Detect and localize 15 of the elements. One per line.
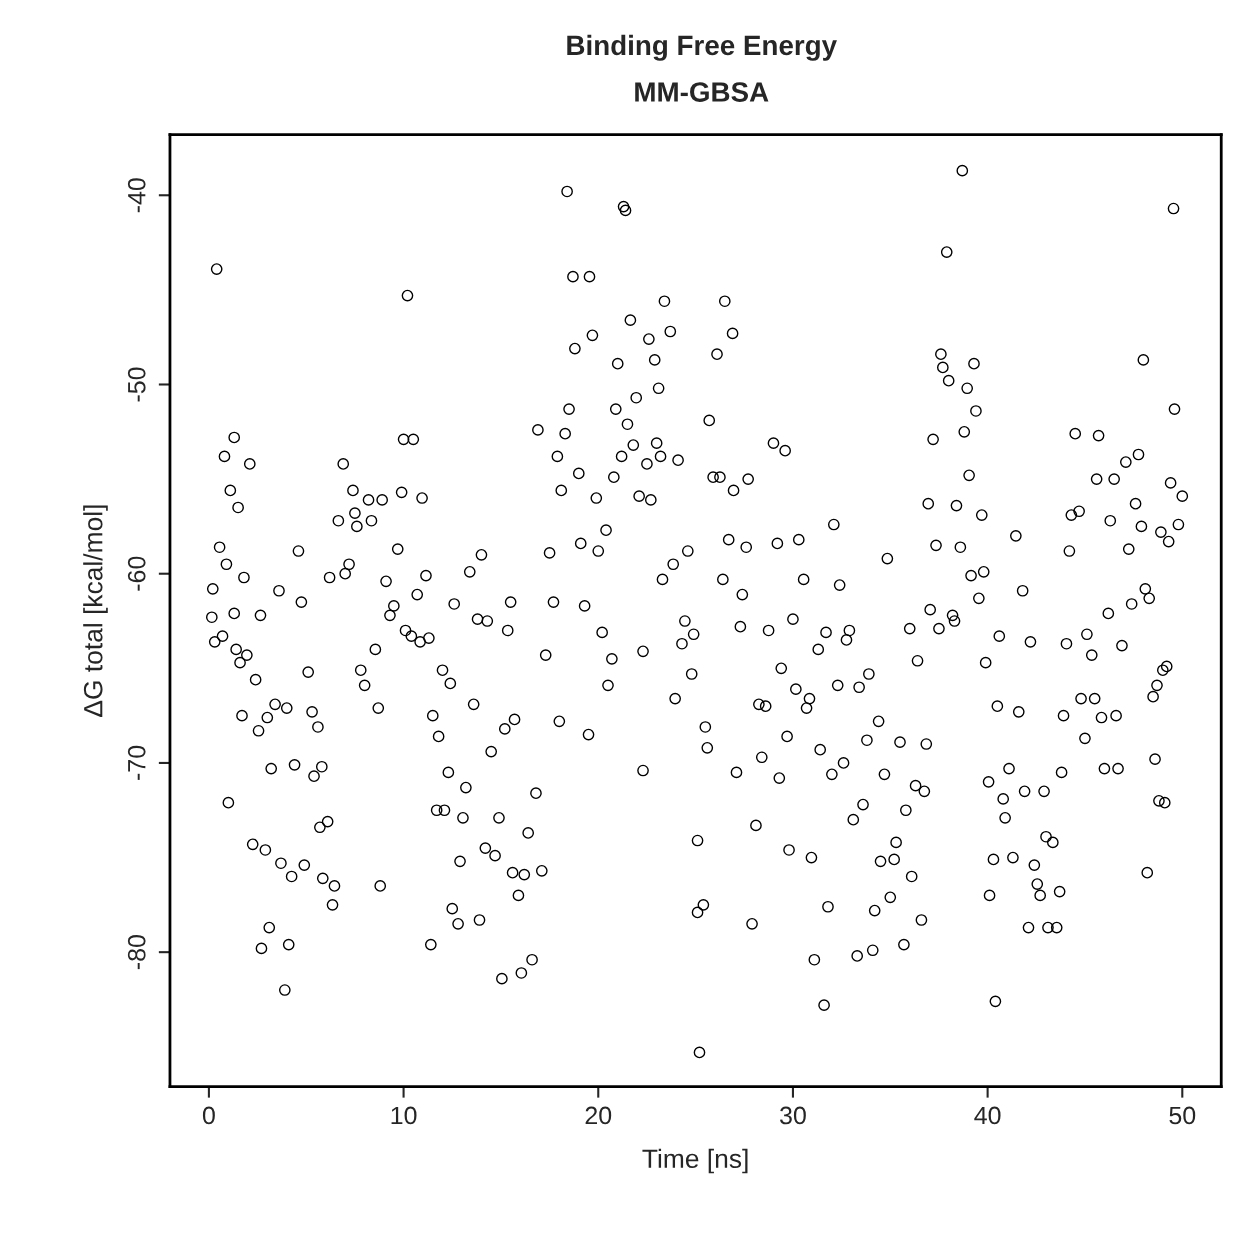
x-tick-label: 50	[1169, 1106, 1196, 1125]
chart-title: Binding Free Energy	[567, 34, 837, 61]
x-tick-label: 30	[779, 1106, 806, 1125]
y-tick-label: -50	[127, 367, 146, 402]
x-axis-title: Time [ns]	[642, 1148, 748, 1174]
y-axis-title: ΔG total [kcal/mol]	[83, 505, 108, 717]
y-tick-label: -80	[127, 935, 146, 970]
y-tick-label: -40	[127, 178, 146, 213]
x-tick-label: 40	[974, 1106, 1001, 1125]
chart-subtitle: MM-GBSA	[635, 82, 769, 102]
y-tick-label: -60	[127, 556, 146, 591]
x-tick-label: 10	[391, 1106, 417, 1125]
x-tick-label: 0	[202, 1106, 215, 1125]
y-tick-label: -70	[127, 745, 146, 780]
x-tick-label: 20	[585, 1106, 612, 1125]
